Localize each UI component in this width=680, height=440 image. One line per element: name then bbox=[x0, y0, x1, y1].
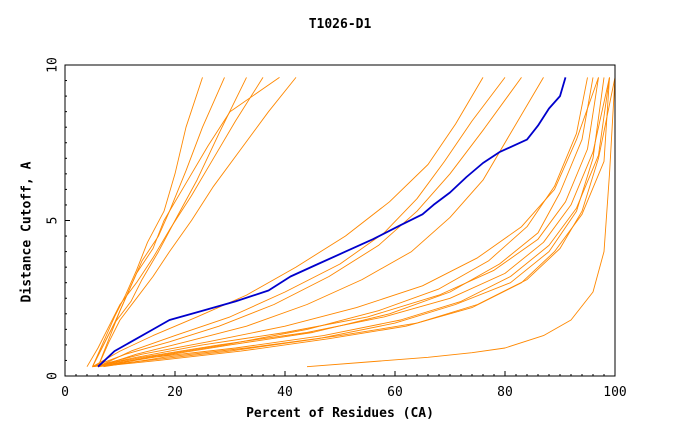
y-axis-label: Distance Cutoff, A bbox=[19, 161, 35, 303]
series-line-highlight bbox=[97, 77, 567, 368]
series-line-slow-3 bbox=[103, 77, 616, 368]
series-line-slow-1 bbox=[97, 77, 610, 368]
x-tick-label: 80 bbox=[497, 385, 513, 400]
series-line-slow-5 bbox=[97, 77, 610, 368]
x-tick-label: 0 bbox=[61, 385, 69, 400]
y-tick-label: 5 bbox=[46, 217, 61, 225]
series-line-slow-6 bbox=[92, 77, 594, 368]
x-tick-label: 100 bbox=[603, 385, 626, 400]
axis-layer: 0 20 40 60 80 100 0 5 10 bbox=[46, 57, 627, 400]
series-line-mid-1 bbox=[97, 77, 506, 368]
y-tick-label: 0 bbox=[46, 372, 61, 380]
series-layer bbox=[86, 77, 616, 368]
chart-title: T1026-D1 bbox=[308, 17, 372, 32]
y-tick-label: 10 bbox=[46, 57, 61, 73]
x-axis-label: Percent of Residues (CA) bbox=[246, 406, 434, 421]
series-line-outlier bbox=[306, 77, 616, 368]
x-tick-label: 20 bbox=[167, 385, 183, 400]
series-line-mid-3 bbox=[97, 77, 544, 368]
series-line-fast-0 bbox=[92, 77, 203, 367]
series-line-slow-4 bbox=[92, 77, 599, 368]
series-line-fast-1 bbox=[97, 77, 225, 367]
series-line-fast-4 bbox=[92, 77, 280, 367]
series-line-slow-2 bbox=[92, 77, 605, 368]
series-line-slow-7 bbox=[97, 77, 588, 368]
series-line-mid-2 bbox=[92, 77, 522, 368]
series-line-fast-5 bbox=[97, 77, 297, 367]
series-line-slow-8 bbox=[92, 77, 599, 368]
plot-frame bbox=[64, 64, 616, 377]
series-line-fast-3 bbox=[86, 77, 264, 367]
x-tick-label: 40 bbox=[277, 385, 293, 400]
series-line-mid-0 bbox=[92, 77, 484, 368]
series-line-fast-2 bbox=[92, 77, 247, 367]
series-line-slow-0 bbox=[92, 77, 610, 368]
x-tick-label: 60 bbox=[387, 385, 403, 400]
